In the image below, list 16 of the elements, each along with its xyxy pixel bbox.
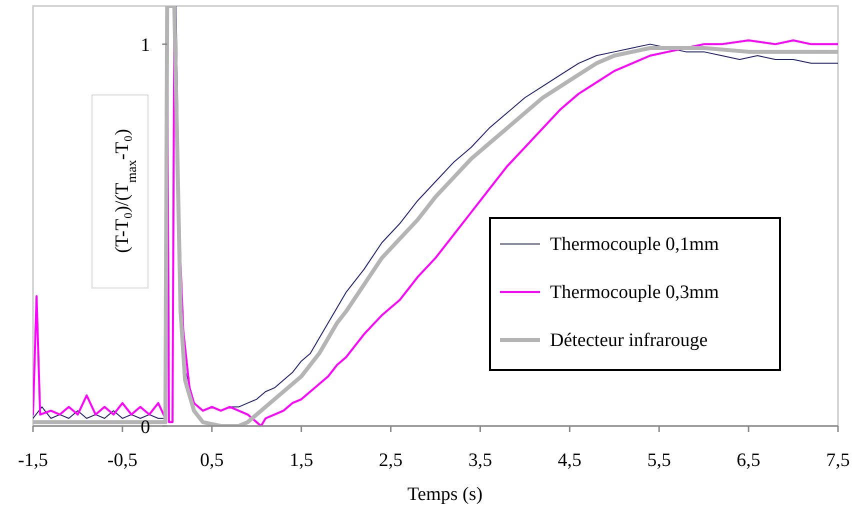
- x-tick-label: -0,5: [107, 450, 138, 471]
- x-tick-label: 7,5: [826, 450, 850, 471]
- x-tick-label: 1,5: [289, 450, 314, 471]
- y-tick-label: 0: [140, 417, 150, 438]
- y-tick-label: 1: [140, 35, 150, 56]
- x-tick-label: 4,5: [558, 450, 582, 471]
- x-tick-label: 2,5: [378, 450, 403, 471]
- x-tick-label: -1,5: [18, 450, 48, 471]
- legend-label: Détecteur infrarouge: [550, 330, 708, 351]
- legend-label: Thermocouple 0,3mm: [550, 282, 720, 303]
- x-tick-label: 0,5: [200, 450, 224, 471]
- x-tick-label: 3,5: [468, 450, 492, 471]
- legend-label: Thermocouple 0,1mm: [550, 234, 720, 255]
- x-axis-title: Temps (s): [407, 484, 483, 505]
- x-tick-label: 6,5: [736, 450, 760, 471]
- x-tick-label: 5,5: [647, 450, 671, 471]
